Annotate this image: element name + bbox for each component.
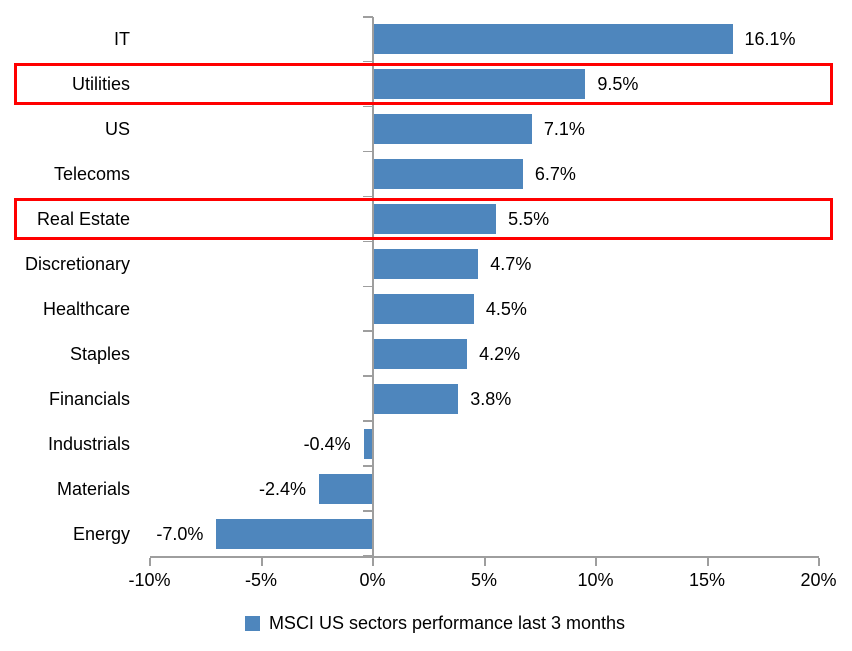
category-label: Energy: [72, 523, 130, 544]
category-label: Materials: [56, 478, 130, 499]
category-label: Discretionary: [24, 254, 130, 275]
y-axis-tick: [362, 420, 373, 422]
category-label: Utilities: [71, 74, 130, 95]
bar-value-label: -7.0%: [156, 523, 204, 544]
y-axis-tick: [362, 465, 373, 467]
bar: [216, 518, 373, 549]
x-axis-tick-label: 5%: [470, 570, 497, 590]
legend-marker-icon: [244, 616, 260, 631]
legend: MSCI US sectors performance last 3 month…: [0, 613, 852, 634]
x-axis-tick: [483, 558, 486, 566]
bar: [373, 114, 532, 145]
y-axis-tick: [362, 60, 373, 63]
highlight-box-real-estate: [14, 197, 833, 240]
bar-value-label: 4.7%: [490, 254, 532, 275]
category-label: US: [104, 119, 130, 140]
category-label: Industrials: [47, 433, 130, 454]
category-label: Staples: [69, 343, 130, 364]
bar: [373, 159, 523, 190]
bar: [363, 428, 373, 459]
bar-value-label: 4.2%: [479, 343, 521, 364]
bar-value-label: 6.7%: [534, 164, 576, 185]
highlight-box-utilities: [14, 62, 833, 105]
x-axis-tick-label: 15%: [688, 570, 726, 590]
bar-value-label: 3.8%: [470, 388, 512, 409]
x-axis-tick: [260, 558, 263, 566]
category-label: Healthcare: [42, 298, 130, 319]
category-label: IT: [114, 29, 130, 50]
x-axis-tick-label: 20%: [800, 570, 837, 590]
zero-axis-line: [371, 17, 374, 556]
bar-value-label: 9.5%: [597, 74, 639, 95]
y-axis-tick: [362, 555, 373, 557]
y-axis-tick: [362, 330, 373, 332]
category-label: Financials: [48, 388, 130, 409]
bar-value-label: 4.5%: [485, 298, 527, 319]
x-axis-tick: [595, 558, 597, 566]
y-axis-tick: [362, 150, 373, 153]
bar: [373, 338, 468, 369]
legend-label: MSCI US sectors performance last 3 month…: [268, 613, 626, 633]
bar-value-label: -2.4%: [258, 478, 306, 499]
bar-value-label: 5.5%: [508, 209, 550, 230]
bar: [373, 383, 459, 414]
y-axis-tick: [362, 105, 373, 108]
bar: [373, 293, 474, 324]
x-axis-tick: [706, 558, 709, 566]
y-axis-tick: [362, 16, 373, 18]
bar-value-label: -0.4%: [303, 433, 351, 454]
bar-value-label: 16.1%: [744, 29, 796, 50]
bar: [373, 69, 586, 100]
x-axis-tick-label: 0%: [359, 570, 386, 590]
y-axis-tick: [362, 285, 373, 287]
bar: [373, 249, 479, 280]
x-axis-tick: [372, 558, 374, 566]
x-axis-tick-label: -5%: [244, 570, 277, 590]
bar: [373, 24, 733, 55]
x-axis-tick: [149, 558, 151, 566]
y-axis-tick: [362, 195, 373, 198]
y-axis-tick: [362, 510, 373, 512]
x-axis-tick: [818, 558, 820, 566]
x-axis-line: [149, 556, 819, 558]
x-axis-tick-label: 10%: [577, 570, 614, 590]
x-axis-tick-label: -10%: [128, 570, 171, 590]
category-label: Telecoms: [53, 164, 130, 185]
y-axis-tick: [362, 375, 373, 377]
bar: [318, 473, 373, 504]
bar-value-label: 7.1%: [543, 119, 585, 140]
bar: [373, 204, 497, 235]
y-axis-tick: [362, 240, 373, 243]
category-label: Real Estate: [36, 209, 130, 230]
